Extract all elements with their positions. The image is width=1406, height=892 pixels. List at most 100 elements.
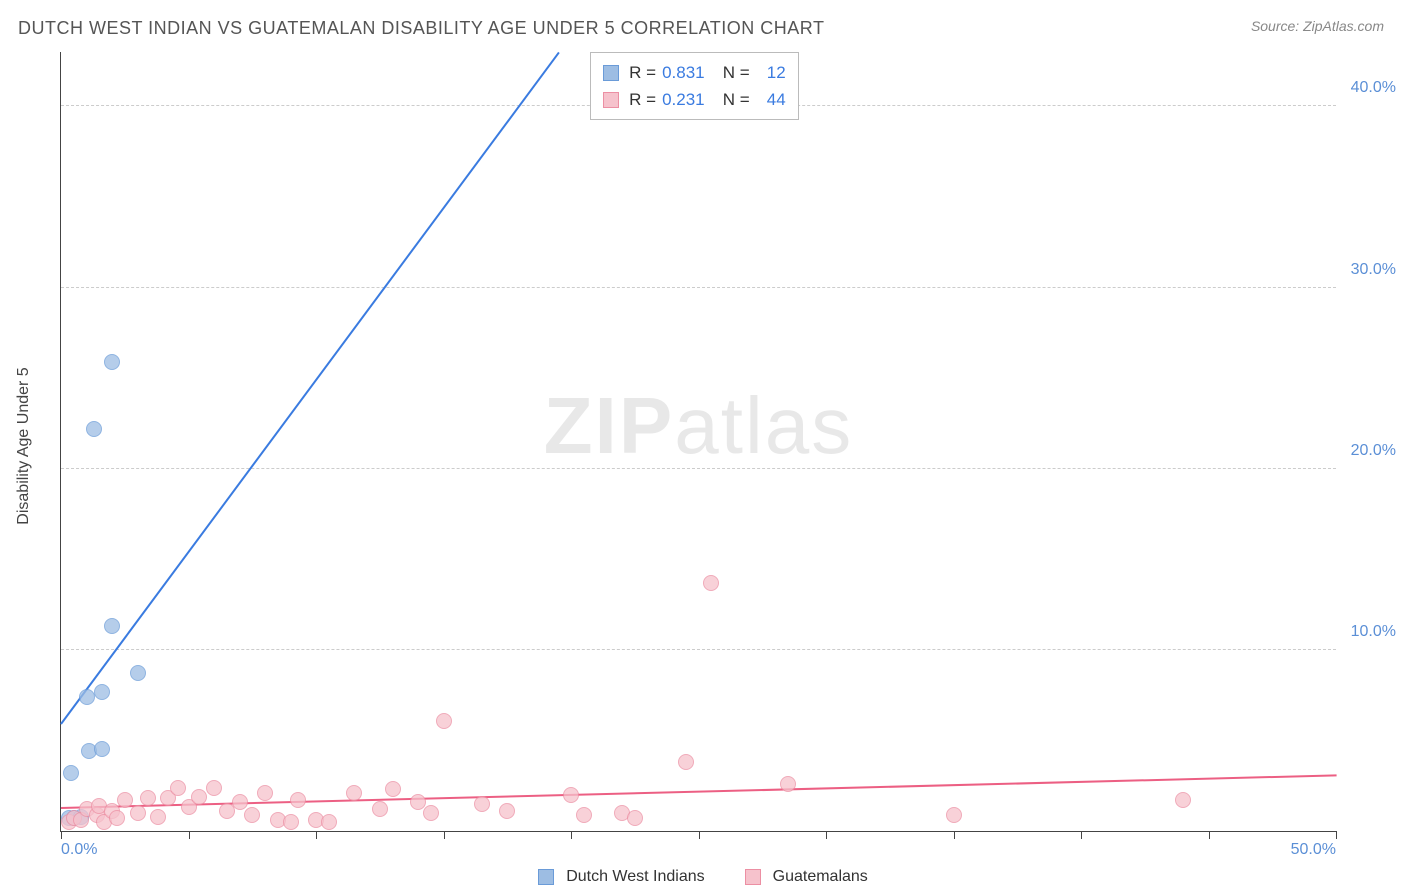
watermark: ZIPatlas: [544, 380, 853, 472]
x-tick: [1209, 831, 1210, 839]
data-point: [257, 785, 273, 801]
x-tick: [954, 831, 955, 839]
data-point: [73, 809, 89, 825]
data-point: [79, 689, 95, 705]
data-point: [104, 803, 120, 819]
legend: Dutch West Indians Guatemalans: [0, 868, 1406, 886]
data-point: [346, 785, 362, 801]
data-point: [86, 421, 102, 437]
y-tick-label: 40.0%: [1341, 79, 1396, 97]
legend-label: Dutch West Indians: [566, 868, 704, 886]
data-point: [232, 794, 248, 810]
trend-line: [61, 774, 1337, 809]
stat-n: 44: [756, 86, 786, 113]
y-axis-label: Disability Age Under 5: [15, 367, 33, 524]
data-point: [117, 792, 133, 808]
source-attribution: Source: ZipAtlas.com: [1251, 18, 1384, 34]
data-point: [181, 799, 197, 815]
data-point: [576, 807, 592, 823]
data-point: [946, 807, 962, 823]
data-point: [410, 794, 426, 810]
legend-swatch: [745, 869, 761, 885]
data-point: [436, 713, 452, 729]
data-point: [61, 810, 77, 826]
data-point: [703, 575, 719, 591]
y-tick-label: 10.0%: [1341, 623, 1396, 641]
data-point: [104, 354, 120, 370]
data-point: [191, 789, 207, 805]
x-tick: [189, 831, 190, 839]
x-tick-label: 0.0%: [61, 841, 97, 859]
x-tick: [699, 831, 700, 839]
data-point: [79, 801, 95, 817]
x-tick: [1081, 831, 1082, 839]
data-point: [290, 792, 306, 808]
data-point: [94, 741, 110, 757]
stat-r: 0.831: [662, 59, 712, 86]
x-tick: [444, 831, 445, 839]
plot-area: ZIPatlas 10.0%20.0%30.0%40.0%0.0%50.0%R …: [60, 52, 1336, 832]
data-point: [140, 790, 156, 806]
stat-r: 0.231: [662, 86, 712, 113]
stat-n: 12: [756, 59, 786, 86]
chart-container: DUTCH WEST INDIAN VS GUATEMALAN DISABILI…: [0, 0, 1406, 892]
legend-swatch: [538, 869, 554, 885]
grid-line: [61, 649, 1336, 650]
data-point: [150, 809, 166, 825]
data-point: [372, 801, 388, 817]
chart-title: DUTCH WEST INDIAN VS GUATEMALAN DISABILI…: [18, 18, 824, 39]
data-point: [678, 754, 694, 770]
data-point: [109, 810, 125, 826]
data-point: [627, 810, 643, 826]
x-tick: [316, 831, 317, 839]
data-point: [321, 814, 337, 830]
data-point: [96, 814, 112, 830]
data-point: [283, 814, 299, 830]
data-point: [244, 807, 260, 823]
grid-line: [61, 468, 1336, 469]
data-point: [89, 807, 105, 823]
data-point: [385, 781, 401, 797]
data-point: [66, 810, 82, 826]
y-tick-label: 20.0%: [1341, 442, 1396, 460]
stats-row: R = 0.231 N = 44: [603, 86, 786, 113]
data-point: [170, 780, 186, 796]
x-tick: [571, 831, 572, 839]
data-point: [130, 665, 146, 681]
data-point: [219, 803, 235, 819]
y-tick-label: 30.0%: [1341, 261, 1396, 279]
data-point: [270, 812, 286, 828]
trend-line: [60, 52, 559, 724]
stats-box: R = 0.831 N = 12R = 0.231 N = 44: [590, 52, 799, 120]
data-point: [308, 812, 324, 828]
x-tick: [61, 831, 62, 839]
data-point: [563, 787, 579, 803]
legend-swatch: [603, 65, 619, 81]
data-point: [66, 810, 82, 826]
x-tick: [1336, 831, 1337, 839]
data-point: [61, 814, 77, 830]
data-point: [81, 743, 97, 759]
data-point: [499, 803, 515, 819]
stat-label: N =: [718, 59, 750, 86]
data-point: [94, 684, 110, 700]
data-point: [474, 796, 490, 812]
data-point: [91, 798, 107, 814]
data-point: [1175, 792, 1191, 808]
stat-label: R =: [629, 86, 656, 113]
legend-item: Guatemalans: [745, 868, 868, 886]
x-tick: [826, 831, 827, 839]
stat-label: N =: [718, 86, 750, 113]
legend-swatch: [603, 92, 619, 108]
x-tick-label: 50.0%: [1291, 841, 1336, 859]
data-point: [73, 812, 89, 828]
grid-line: [61, 287, 1336, 288]
data-point: [130, 805, 146, 821]
data-point: [104, 618, 120, 634]
legend-item: Dutch West Indians: [538, 868, 704, 886]
data-point: [423, 805, 439, 821]
stat-label: R =: [629, 59, 656, 86]
data-point: [780, 776, 796, 792]
legend-label: Guatemalans: [773, 868, 868, 886]
data-point: [206, 780, 222, 796]
